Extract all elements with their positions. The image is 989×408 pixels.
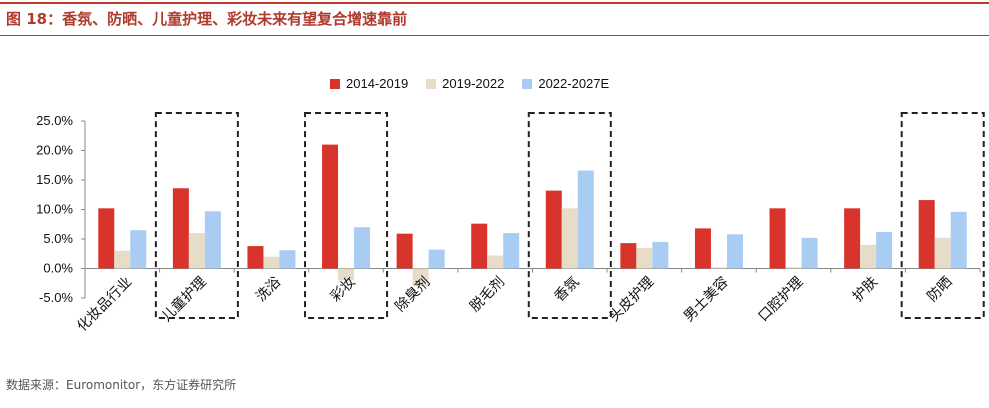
bar-2014-2019 bbox=[471, 223, 488, 269]
category-label: 护肤 bbox=[850, 274, 881, 305]
category-label: 洗浴 bbox=[253, 274, 284, 305]
category-label: 防晒 bbox=[924, 274, 955, 305]
bar-2022-2027e bbox=[876, 231, 893, 269]
bar-2019-2022 bbox=[636, 247, 653, 269]
bar-2014-2019 bbox=[247, 246, 264, 269]
bar-2014-2019 bbox=[844, 208, 861, 269]
bar-2019-2022 bbox=[188, 233, 205, 269]
bar-2014-2019 bbox=[322, 144, 339, 269]
top-rule bbox=[0, 2, 989, 4]
bar-2022-2027e bbox=[577, 170, 594, 269]
highlight-box bbox=[900, 112, 985, 319]
category-label: 口腔护理 bbox=[755, 274, 806, 325]
y-tick-label: 10.0% bbox=[36, 202, 73, 217]
legend-item-series-1: 2019-2022 bbox=[426, 76, 504, 91]
bar-2019-2022 bbox=[561, 208, 578, 269]
legend-item-series-2: 2022-2027E bbox=[522, 76, 609, 91]
bar-2014-2019 bbox=[694, 228, 711, 269]
category-label: 男士美容 bbox=[680, 273, 732, 325]
figure-title: 图 18：香氛、防晒、儿童护理、彩妆未来有望复合增速靠前 bbox=[6, 10, 408, 28]
bar-2022-2027e bbox=[428, 249, 445, 269]
bar-2019-2022 bbox=[934, 237, 951, 269]
bar-2022-2027e bbox=[503, 233, 520, 269]
bar-2019-2022 bbox=[710, 267, 727, 269]
bar-2019-2022 bbox=[487, 255, 504, 269]
highlight-box bbox=[304, 112, 389, 319]
legend-swatch-0 bbox=[330, 78, 340, 89]
bar-2022-2027e bbox=[652, 241, 669, 269]
highlight-box bbox=[154, 112, 239, 319]
title-rule bbox=[0, 35, 989, 36]
bar-2014-2019 bbox=[620, 243, 637, 269]
category-label: 脱毛剂 bbox=[467, 274, 508, 315]
chart-legend: 2014-2019 2019-2022 2022-2027E bbox=[330, 76, 609, 91]
legend-item-series-0: 2014-2019 bbox=[330, 76, 408, 91]
y-tick-label: 25.0% bbox=[36, 113, 73, 128]
legend-label-1: 2019-2022 bbox=[442, 76, 505, 91]
bar-2019-2022 bbox=[412, 268, 429, 287]
bar-2022-2027e bbox=[726, 234, 743, 269]
category-label: 头皮护理 bbox=[606, 274, 657, 325]
y-tick-label: 15.0% bbox=[36, 172, 73, 187]
legend-label-2: 2022-2027E bbox=[538, 76, 610, 91]
y-tick-label: 5.0% bbox=[43, 231, 73, 246]
category-label: 化妆品行业 bbox=[74, 274, 135, 335]
bar-2022-2027e bbox=[204, 211, 221, 269]
bar-2014-2019 bbox=[545, 190, 562, 269]
bar-2014-2019 bbox=[98, 208, 115, 269]
bar-2022-2027e bbox=[130, 230, 147, 269]
bar-2014-2019 bbox=[918, 200, 935, 269]
bar-2019-2022 bbox=[114, 250, 131, 269]
bar-2019-2022 bbox=[338, 268, 355, 281]
highlight-box bbox=[527, 112, 612, 319]
bar-2019-2022 bbox=[263, 256, 280, 269]
category-label: 香氛 bbox=[552, 274, 583, 305]
y-tick-label: -5.0% bbox=[39, 290, 73, 305]
legend-swatch-2 bbox=[522, 78, 533, 89]
y-tick-label: 20.0% bbox=[36, 143, 73, 158]
legend-label-0: 2014-2019 bbox=[346, 76, 409, 91]
bar-2022-2027e bbox=[279, 250, 296, 269]
bar-2022-2027e bbox=[354, 227, 371, 269]
y-tick-label: 0.0% bbox=[43, 261, 73, 276]
category-label: 彩妆 bbox=[328, 274, 359, 305]
bar-2022-2027e bbox=[950, 211, 967, 269]
bar-2014-2019 bbox=[396, 233, 413, 269]
bar-2019-2022 bbox=[860, 244, 877, 269]
bar-2019-2022 bbox=[785, 267, 802, 269]
data-source-note: 数据来源：Euromonitor，东方证券研究所 bbox=[6, 378, 237, 392]
legend-swatch-1 bbox=[426, 78, 437, 89]
bar-2014-2019 bbox=[769, 208, 786, 269]
bar-2022-2027e bbox=[801, 237, 818, 269]
bar-2014-2019 bbox=[172, 188, 189, 269]
